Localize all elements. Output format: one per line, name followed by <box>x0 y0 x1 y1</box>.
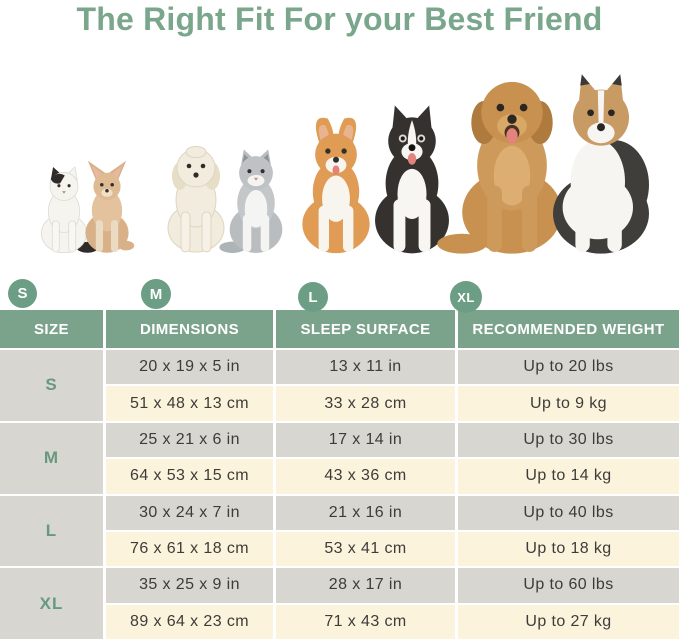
size-badge-xl: XL <box>450 281 482 313</box>
dimensions-cell: 76 x 61 x 18 cm <box>106 531 273 567</box>
size-cell-m: M <box>0 422 103 494</box>
dimensions-cell: 51 x 48 x 13 cm <box>106 386 273 421</box>
size-badge-m: M <box>141 279 171 309</box>
sleep-surface-cell: 71 x 43 cm <box>276 604 455 639</box>
page-title: The Right Fit For your Best Friend <box>76 1 603 37</box>
border-collie-icon <box>375 105 449 254</box>
size-badge-l: L <box>298 282 328 312</box>
size-cell-l: L <box>0 495 103 567</box>
weight-cell: Up to 18 kg <box>458 531 679 567</box>
sleep-surface-cell: 17 x 14 in <box>276 422 455 458</box>
rough-collie-icon <box>553 74 649 254</box>
dimensions-cell: 20 x 19 x 5 in <box>106 350 273 385</box>
weight-cell: Up to 40 lbs <box>458 495 679 530</box>
weight-cell: Up to 9 kg <box>458 386 679 421</box>
dimensions-cell: 25 x 21 x 6 in <box>106 422 273 458</box>
dimensions-cell: 30 x 24 x 7 in <box>106 495 273 530</box>
golden-retriever-icon <box>437 81 562 254</box>
sleep-surface-cell: 28 x 17 in <box>276 568 455 603</box>
size-cell-xl: XL <box>0 568 103 639</box>
sleep-surface-cell: 13 x 11 in <box>276 350 455 385</box>
weight-cell: Up to 27 kg <box>458 604 679 639</box>
weight-cell: Up to 14 kg <box>458 459 679 494</box>
pets-illustration: S M L XL <box>0 59 679 313</box>
tabby-cat-icon <box>219 149 283 253</box>
header-weight: RECOMMENDED WEIGHT <box>458 310 679 348</box>
maltese-dog-icon <box>167 146 225 253</box>
sleep-surface-cell: 21 x 16 in <box>276 495 455 530</box>
header-dimensions: DIMENSIONS <box>106 310 273 348</box>
sleep-surface-cell: 53 x 41 cm <box>276 531 455 567</box>
dimensions-cell: 64 x 53 x 15 cm <box>106 459 273 494</box>
dimensions-cell: 89 x 64 x 23 cm <box>106 604 273 639</box>
size-cell-s: S <box>0 350 103 421</box>
corgi-icon <box>302 117 370 254</box>
size-table: SIZE DIMENSIONS SLEEP SURFACE RECOMMENDE… <box>0 310 679 639</box>
dimensions-cell: 35 x 25 x 9 in <box>106 568 273 603</box>
weight-cell: Up to 20 lbs <box>458 350 679 385</box>
chihuahua-icon <box>85 160 135 253</box>
weight-cell: Up to 60 lbs <box>458 568 679 603</box>
sleep-surface-cell: 33 x 28 cm <box>276 386 455 421</box>
weight-cell: Up to 30 lbs <box>458 422 679 458</box>
white-cat-icon <box>40 166 99 254</box>
pets-artwork <box>40 74 649 254</box>
size-badge-s: S <box>8 279 37 308</box>
header-size: SIZE <box>0 310 103 348</box>
header-sleep-surface: SLEEP SURFACE <box>276 310 455 348</box>
sleep-surface-cell: 43 x 36 cm <box>276 459 455 494</box>
